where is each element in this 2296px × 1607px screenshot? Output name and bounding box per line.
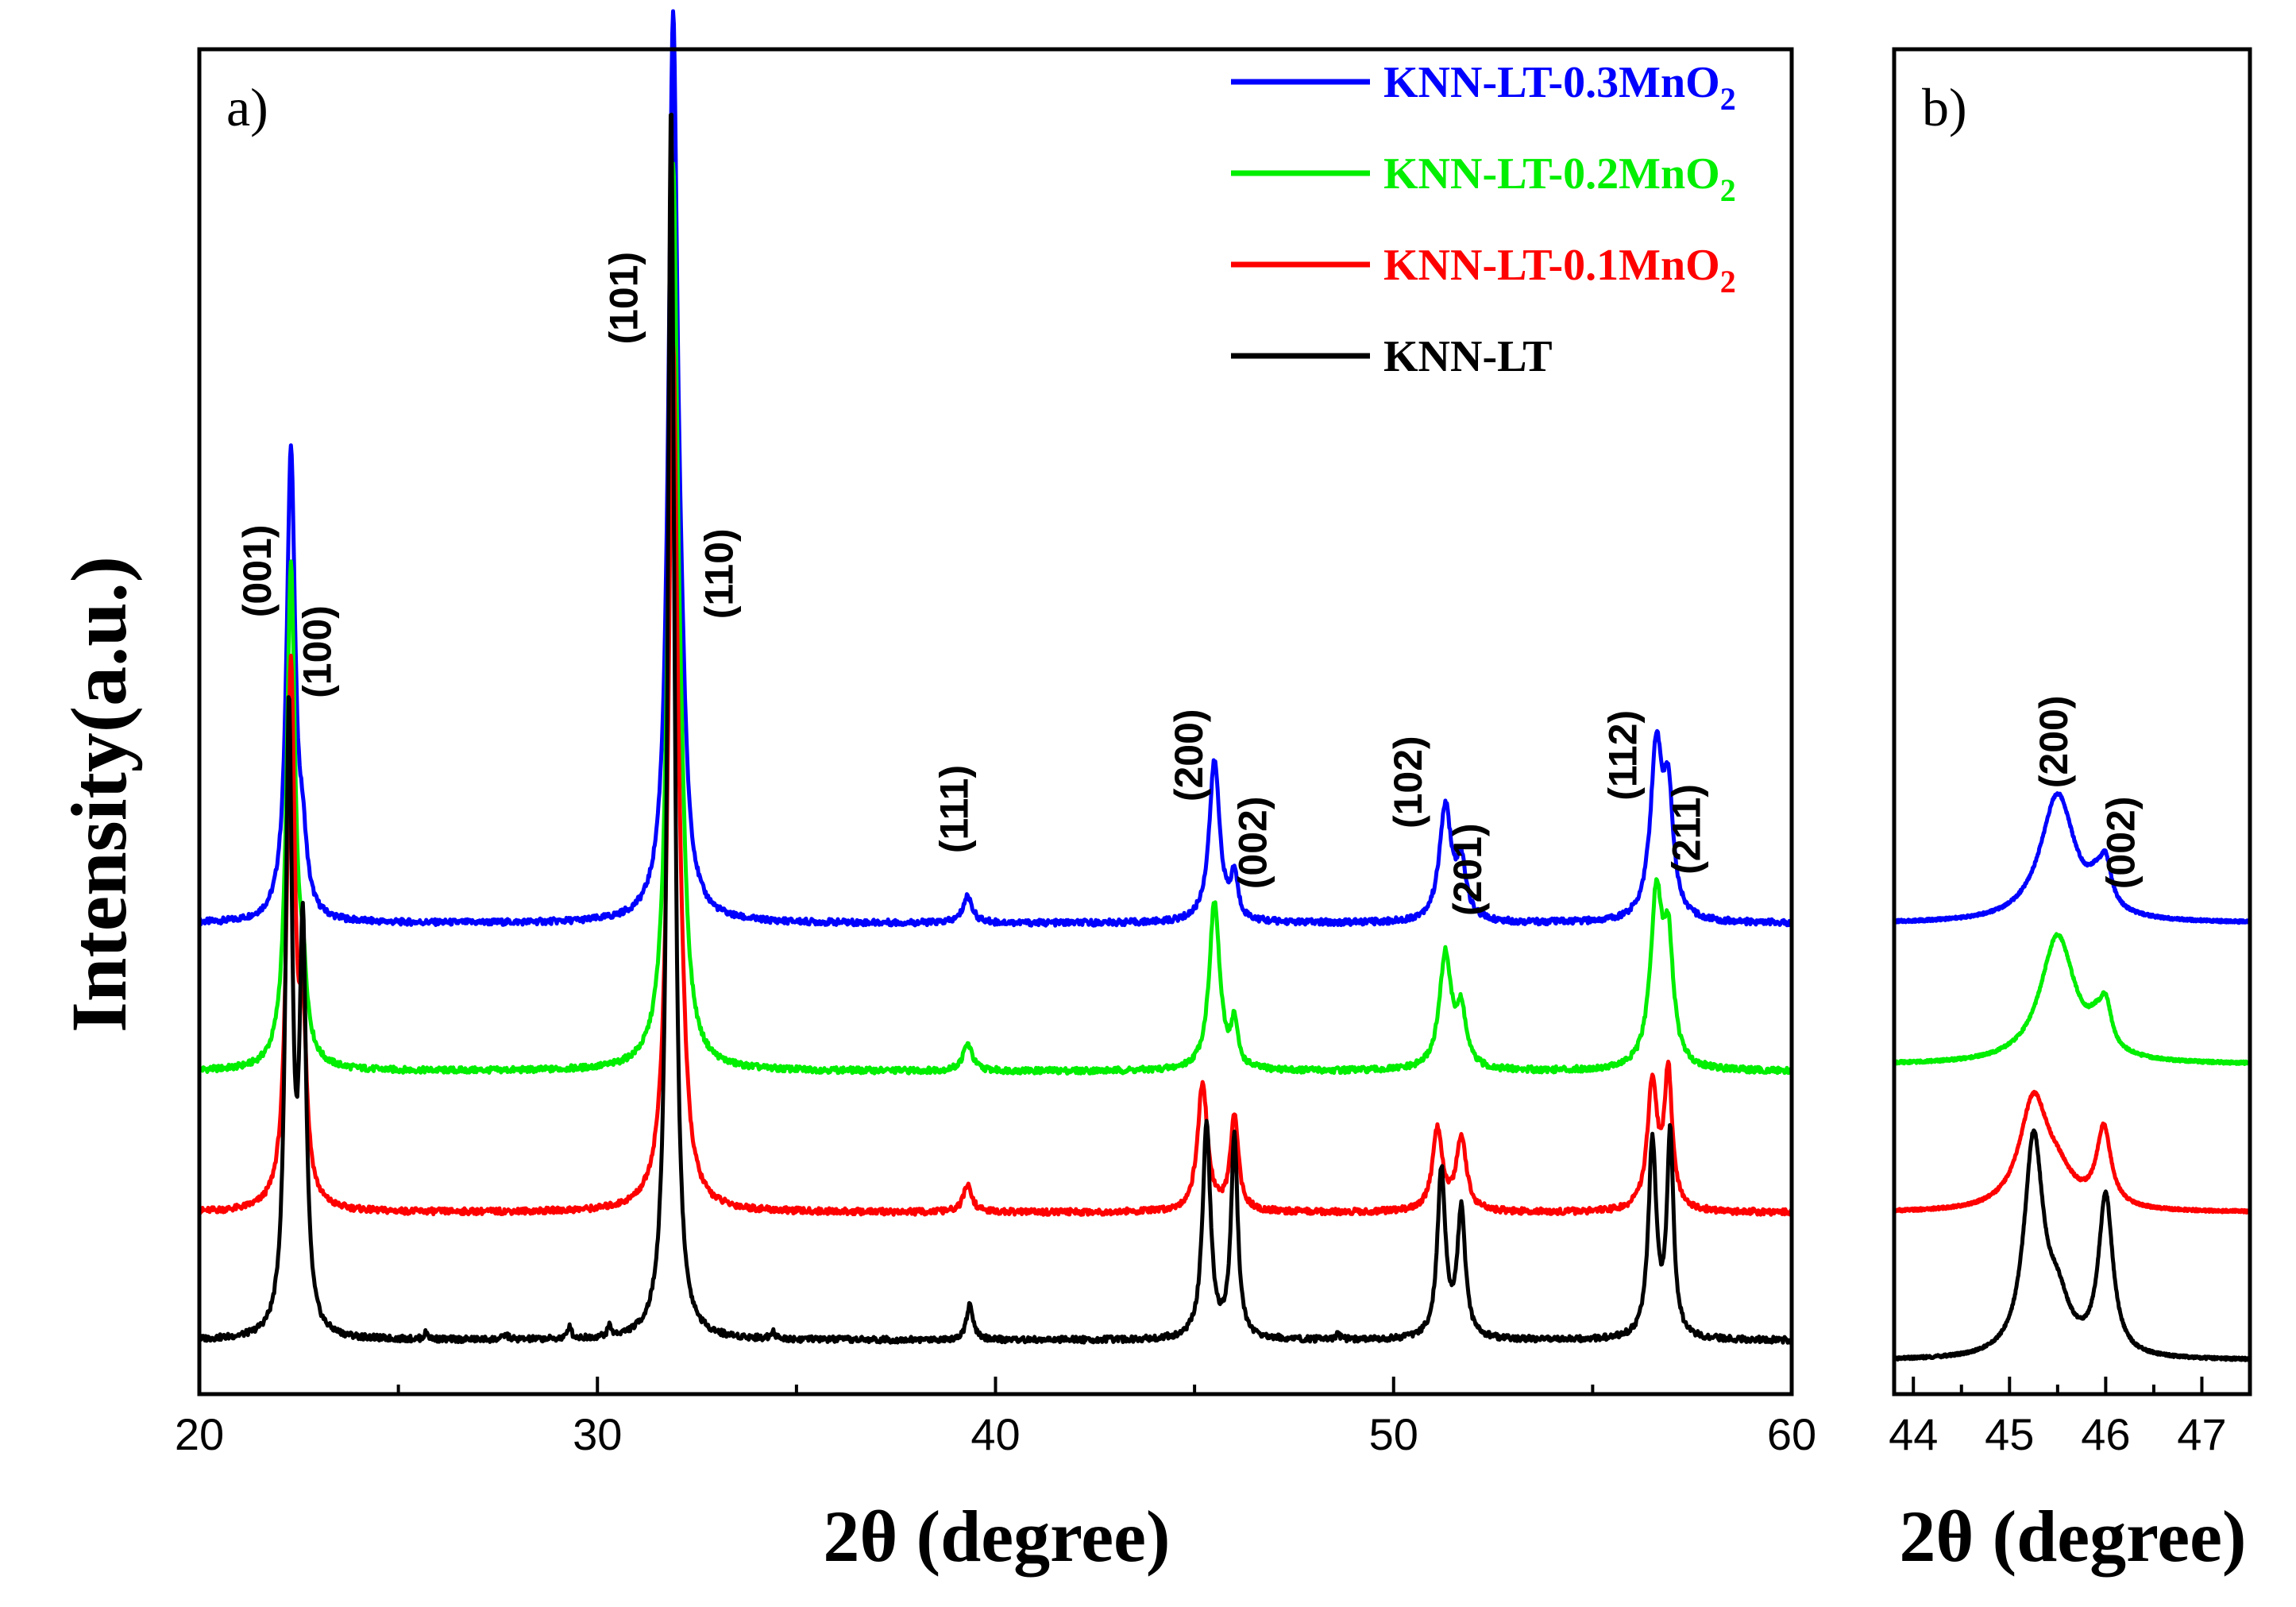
panel-a-plane-labels: (001) (100) (101) (110) (111) (200) (002) (102)… bbox=[235, 252, 1709, 916]
plane-label: (200) bbox=[1167, 709, 1211, 802]
plane-label: (002) bbox=[1230, 797, 1275, 890]
series-line-knn-lt-0-1mno2 bbox=[1892, 1089, 2252, 1215]
panel-b-x-axis-title: 2θ (degree) bbox=[1899, 1496, 2246, 1577]
plane-label: (201) bbox=[1445, 823, 1490, 916]
x-tick-label: 30 bbox=[573, 1409, 622, 1459]
x-tick-label: 60 bbox=[1767, 1409, 1816, 1459]
plane-label: (211) bbox=[1665, 784, 1709, 875]
x-tick-label: 40 bbox=[970, 1409, 1020, 1459]
x-tick-label: 20 bbox=[175, 1409, 224, 1459]
panel-b-label: b) bbox=[1922, 77, 1967, 137]
plane-label: (101) bbox=[601, 252, 646, 345]
series-line-knn-lt-0-2mno2 bbox=[1892, 932, 2252, 1066]
series-line-knn-lt-0-1mno2 bbox=[197, 341, 1794, 1217]
plane-label: (112) bbox=[1601, 710, 1646, 801]
panel-b-x-axis: 44 45 46 47 bbox=[1889, 1377, 2227, 1459]
plane-label: (102) bbox=[1386, 736, 1430, 829]
x-tick-label: 44 bbox=[1889, 1409, 1938, 1459]
panel-a: 20 30 40 50 60 a) KNN-LT-0.3MnO2 KNN-LT-0.2Mn… bbox=[55, 9, 1816, 1577]
plane-label: (111) bbox=[932, 765, 976, 853]
panel-a-x-axis-title: 2θ (degree) bbox=[823, 1496, 1170, 1577]
series-line-knn-lt-0-2mno2 bbox=[197, 161, 1794, 1076]
series-line-knn-lt bbox=[1892, 1128, 2252, 1362]
series-line-knn-lt bbox=[197, 112, 1794, 1345]
plane-label: (200) bbox=[2032, 696, 2076, 789]
panel-b-plot-area bbox=[1892, 791, 2252, 1362]
panel-b-plane-labels: (200) (002) bbox=[2032, 696, 2144, 890]
plane-label: (100) bbox=[295, 605, 339, 698]
legend-label: KNN-LT-0.1MnO2 bbox=[1383, 241, 1736, 299]
panel-a-label: a) bbox=[226, 77, 268, 137]
plane-label: (110) bbox=[697, 528, 742, 619]
legend-label: KNN-LT bbox=[1383, 332, 1553, 381]
y-axis-title: Intensity(a.u.) bbox=[55, 556, 143, 1033]
legend-label: KNN-LT-0.3MnO2 bbox=[1383, 58, 1736, 117]
plane-label: (002) bbox=[2099, 797, 2144, 890]
x-tick-label: 46 bbox=[2081, 1409, 2130, 1459]
panel-b-frame bbox=[1892, 47, 2252, 1396]
plane-label: (001) bbox=[235, 525, 280, 618]
series-line-knn-lt-0-3mno2 bbox=[1892, 791, 2252, 925]
x-tick-label: 45 bbox=[1985, 1409, 2034, 1459]
panel-a-x-axis: 20 30 40 50 60 bbox=[175, 1377, 1816, 1459]
panel-b: 44 45 46 47 b) (200) (002) 2θ (degree) bbox=[1889, 47, 2252, 1577]
panel-a-plot-area bbox=[197, 9, 1794, 1345]
series-line-knn-lt-0-3mno2 bbox=[197, 9, 1794, 928]
legend: KNN-LT-0.3MnO2 KNN-LT-0.2MnO2 KNN-LT-0.1Mn… bbox=[1231, 58, 1736, 381]
legend-label: KNN-LT-0.2MnO2 bbox=[1383, 149, 1736, 208]
x-tick-label: 50 bbox=[1369, 1409, 1418, 1459]
x-tick-label: 47 bbox=[2177, 1409, 2226, 1459]
